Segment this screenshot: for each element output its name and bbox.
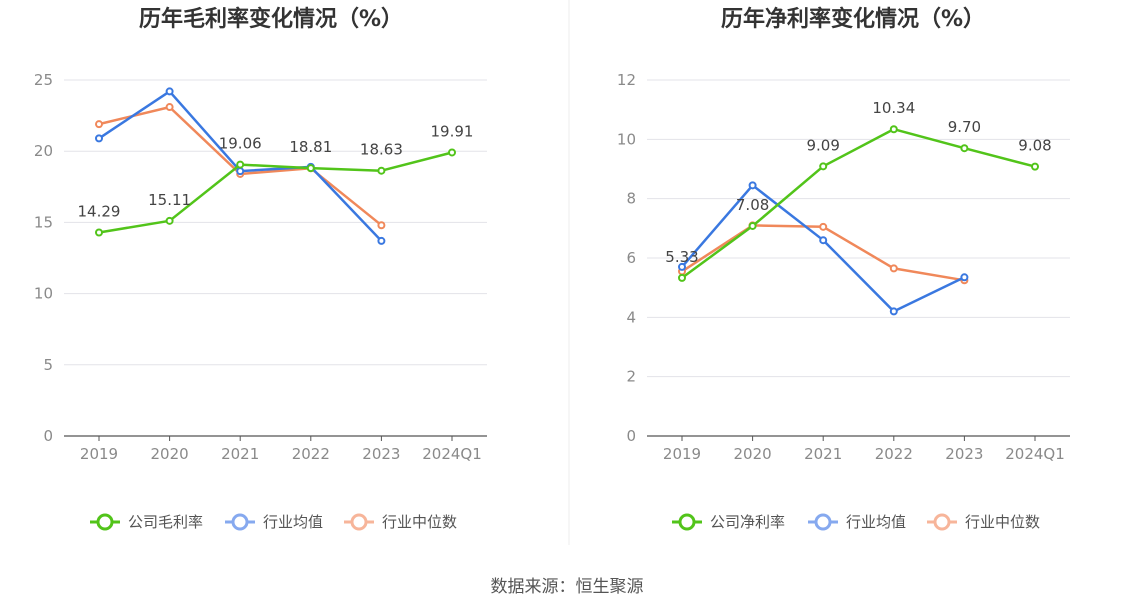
legend-marker-median <box>933 513 951 531</box>
legend-item-avg-net[interactable]: 行业均值 <box>808 513 906 531</box>
data-point-avg-2021 <box>819 236 828 245</box>
y-tick-label-10: 10 <box>617 130 636 148</box>
data-point-company-2019 <box>678 273 686 282</box>
data-point-company-2023 <box>960 144 969 153</box>
x-tick-label-2022: 2022 <box>292 445 330 463</box>
y-tick-label-2: 2 <box>626 368 636 386</box>
data-point-company-2023 <box>377 166 386 175</box>
data-point-median-2020 <box>165 103 174 112</box>
data-point-company-2019 <box>95 228 103 237</box>
x-tick-label-2024Q1: 2024Q1 <box>422 445 482 463</box>
data-point-avg-2019 <box>95 134 103 143</box>
series-line-company-net <box>681 127 1036 279</box>
data-label-company-2024Q1: 9.08 <box>1018 137 1051 155</box>
legend-item-median-net[interactable]: 行业中位数 <box>927 513 1040 531</box>
data-point-avg-2022 <box>889 307 898 316</box>
x-tick-label-2024Q1: 2024Q1 <box>1005 445 1065 463</box>
legend-marker-median <box>350 513 368 531</box>
series-line-avg-net <box>681 184 965 313</box>
y-tick-label-4: 4 <box>626 308 636 326</box>
gross-margin-legend: 公司毛利率 行业均值 行业中位数 <box>90 513 457 531</box>
data-label-company-2020: 15.11 <box>148 191 191 209</box>
legend-label-company: 公司毛利率 <box>128 513 203 531</box>
data-point-avg-2021 <box>236 167 245 176</box>
y-tick-label-0: 0 <box>43 427 53 445</box>
net-margin-chart-title: 历年净利率变化情况（%） <box>721 6 985 32</box>
net-margin-chart: 0 2 4 6 8 10 12 2019 2020 2021 2022 2023 2024Q1 5.33 7… <box>617 71 1070 463</box>
net-margin-legend: 公司净利率 行业均值 行业中位数 <box>672 513 1040 531</box>
y-tick-label-8: 8 <box>626 190 636 208</box>
y-tick-label-0: 0 <box>626 427 636 445</box>
legend-item-company-gross[interactable]: 公司毛利率 <box>90 513 203 531</box>
gross-margin-chart-title: 历年毛利率变化情况（%） <box>139 6 403 32</box>
data-label-company-2022: 10.34 <box>872 99 915 117</box>
y-tick-label-25: 25 <box>34 71 53 89</box>
legend-item-avg-gross[interactable]: 行业均值 <box>225 513 323 531</box>
data-point-company-2021 <box>236 160 245 169</box>
data-label-company-2024Q1: 19.91 <box>431 122 474 140</box>
y-tick-label-20: 20 <box>34 142 53 160</box>
x-tick-label-2020: 2020 <box>734 445 772 463</box>
data-point-company-2020 <box>165 216 174 225</box>
x-tick-label-2022: 2022 <box>875 445 913 463</box>
data-point-avg-2023 <box>960 273 969 282</box>
data-point-median-2023 <box>377 221 386 230</box>
data-label-company-2022: 18.81 <box>289 138 332 156</box>
data-point-company-2020 <box>748 221 757 230</box>
x-tick-label-2019: 2019 <box>80 445 118 463</box>
data-point-company-2022 <box>306 164 315 173</box>
x-tick-label-2023: 2023 <box>362 445 400 463</box>
legend-item-company-net[interactable]: 公司净利率 <box>672 513 785 531</box>
data-label-company-2021: 9.09 <box>806 136 839 154</box>
data-label-company-2023: 9.70 <box>948 118 981 136</box>
series-line-company-gross <box>98 151 453 234</box>
data-point-median-2021 <box>819 222 828 231</box>
series-line-median-net <box>681 224 965 282</box>
legend-label-median: 行业中位数 <box>382 513 457 531</box>
data-point-avg-2023 <box>377 236 386 245</box>
x-tick-label-2021: 2021 <box>804 445 842 463</box>
x-tick-label-2019: 2019 <box>663 445 701 463</box>
data-label-company-2019: 5.33 <box>665 248 698 266</box>
data-point-company-2024Q1 <box>1031 162 1039 171</box>
legend-label-avg: 行业均值 <box>263 513 323 531</box>
legend-marker-company <box>678 513 696 531</box>
data-label-company-2021: 19.06 <box>219 135 262 153</box>
legend-label-median: 行业中位数 <box>965 513 1040 531</box>
data-point-avg-2020 <box>748 181 757 190</box>
legend-marker-company <box>96 513 114 531</box>
data-point-median-2022 <box>889 264 898 273</box>
data-label-company-2023: 18.63 <box>360 141 403 159</box>
data-point-company-2021 <box>819 162 828 171</box>
y-tick-label-10: 10 <box>34 285 53 303</box>
x-tick-label-2023: 2023 <box>945 445 983 463</box>
data-point-median-2019 <box>95 120 103 129</box>
data-point-company-2024Q1 <box>448 148 456 157</box>
data-point-company-2022 <box>889 125 898 134</box>
legend-label-company: 公司净利率 <box>710 513 785 531</box>
legend-marker-avg <box>814 513 832 531</box>
legend-marker-avg <box>231 513 249 531</box>
y-tick-label-15: 15 <box>34 213 53 231</box>
data-label-company-2019: 14.29 <box>78 203 121 221</box>
data-label-company-2020: 7.08 <box>736 196 769 214</box>
y-tick-label-5: 5 <box>43 356 53 374</box>
x-tick-label-2020: 2020 <box>151 445 189 463</box>
data-point-avg-2019 <box>678 262 686 271</box>
x-tick-label-2021: 2021 <box>221 445 259 463</box>
gross-margin-chart: 0 5 10 15 20 25 2019 2020 2021 2022 2023 2024Q1 14.2… <box>34 71 487 463</box>
data-point-avg-2020 <box>165 87 174 96</box>
legend-label-avg: 行业均值 <box>846 513 906 531</box>
legend-item-median-gross[interactable]: 行业中位数 <box>344 513 457 531</box>
y-tick-label-12: 12 <box>617 71 636 89</box>
data-source-text: 数据来源：恒生聚源 <box>491 577 644 597</box>
y-tick-label-6: 6 <box>626 249 636 267</box>
